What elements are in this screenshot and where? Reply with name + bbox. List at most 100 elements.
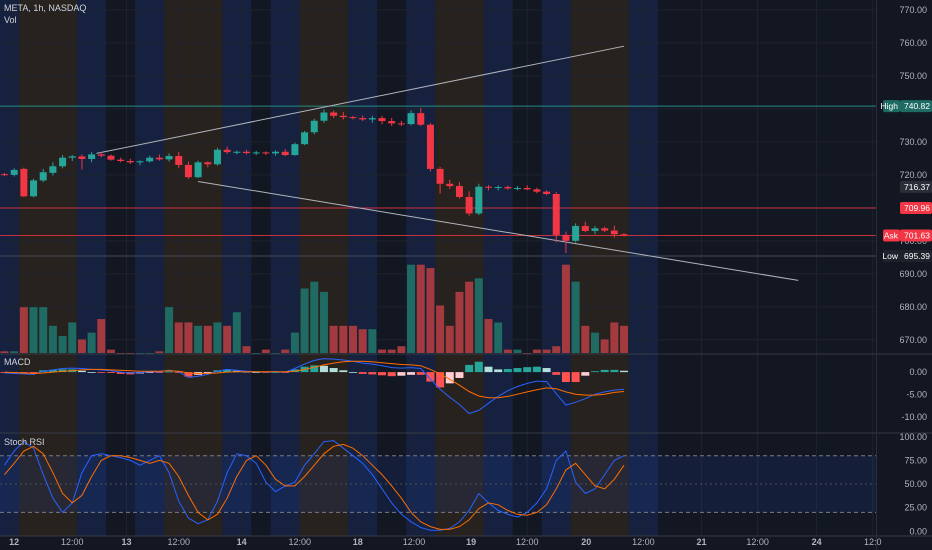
candle-body[interactable]: [426, 124, 434, 169]
macd-histogram-bar: [48, 369, 57, 373]
candle-body[interactable]: [330, 112, 338, 116]
candle-body[interactable]: [436, 168, 444, 184]
candle-body[interactable]: [485, 186, 492, 188]
candle-body[interactable]: [146, 157, 154, 162]
candle-body[interactable]: [504, 187, 512, 189]
macd-line[interactable]: [4, 358, 625, 415]
price-tick-label: 750.00: [899, 71, 927, 81]
candle-body[interactable]: [155, 157, 163, 160]
macd-histogram-bar: [310, 365, 319, 373]
candle-body[interactable]: [165, 156, 173, 160]
candle-body[interactable]: [88, 154, 96, 160]
price-tag-value: 701.63: [904, 230, 930, 240]
candle-body[interactable]: [581, 225, 589, 231]
candle-body[interactable]: [572, 225, 580, 241]
price-tick-label: 680.00: [899, 302, 927, 312]
candle-body[interactable]: [262, 152, 270, 154]
candle-body[interactable]: [30, 180, 38, 197]
candle-body[interactable]: [1, 174, 8, 176]
candle-body[interactable]: [465, 196, 473, 214]
candle-body[interactable]: [136, 161, 144, 163]
candle-body[interactable]: [417, 113, 425, 125]
candle-body[interactable]: [49, 166, 57, 173]
candle-body[interactable]: [310, 120, 318, 133]
candle-body[interactable]: [339, 115, 347, 118]
candle-body[interactable]: [272, 151, 280, 154]
candle-body[interactable]: [223, 149, 231, 153]
candle-body[interactable]: [368, 118, 376, 120]
candle-body[interactable]: [533, 189, 541, 192]
candle-body[interactable]: [59, 157, 67, 167]
candlesticks[interactable]: [1, 107, 628, 254]
candle-body[interactable]: [543, 191, 551, 194]
stoch-d-line[interactable]: [4, 443, 625, 530]
price-tag-bid: [900, 201, 932, 214]
stoch-rsi-pane[interactable]: [0, 440, 876, 531]
macd-histogram-bar: [97, 372, 106, 373]
volume-bar: [348, 325, 357, 353]
candle-body[interactable]: [388, 121, 396, 124]
candle-body[interactable]: [184, 164, 192, 178]
stoch-k-line[interactable]: [4, 440, 625, 531]
candle-body[interactable]: [320, 112, 328, 121]
stoch-rsi-label: Stoch RSI: [4, 437, 45, 447]
trendlines[interactable]: [96, 45, 799, 281]
volume-bar: [39, 307, 48, 353]
candle-body[interactable]: [194, 162, 202, 178]
candle-body[interactable]: [455, 186, 463, 197]
candle-body[interactable]: [620, 234, 628, 236]
candle-body[interactable]: [39, 172, 47, 181]
time-tick-label: 12:00: [288, 537, 311, 547]
time-axis[interactable]: 12 12:00 13 12:00 14 12:00 18 12:00 19 12:00 20 12:…: [9, 537, 881, 547]
candle-body[interactable]: [243, 151, 250, 154]
candle-body[interactable]: [475, 186, 483, 214]
candle-body[interactable]: [407, 113, 415, 125]
candle-body[interactable]: [359, 118, 367, 120]
candle-body[interactable]: [204, 162, 212, 165]
candle-body[interactable]: [97, 154, 105, 156]
candle-body[interactable]: [126, 160, 134, 163]
candle-body[interactable]: [514, 188, 522, 190]
macd-pane[interactable]: [0, 358, 629, 415]
candle-body[interactable]: [20, 168, 28, 197]
price-tag-label: High: [881, 101, 899, 111]
candle-body[interactable]: [107, 155, 115, 160]
volume-bar: [48, 325, 57, 353]
candle-body[interactable]: [68, 156, 76, 158]
candle-body[interactable]: [349, 117, 357, 119]
candle-body[interactable]: [117, 159, 125, 161]
trendline-2[interactable]: [198, 180, 799, 281]
candle-body[interactable]: [494, 187, 502, 189]
candle-body[interactable]: [446, 183, 454, 187]
volume-bar: [329, 325, 338, 353]
candle-body[interactable]: [213, 149, 221, 165]
candle-body[interactable]: [252, 152, 260, 154]
candle-body[interactable]: [610, 230, 618, 235]
candle-body[interactable]: [233, 151, 241, 153]
candle-body[interactable]: [291, 144, 299, 156]
price-tags: 740.82 High 716.37 709.96 701.63 Ask 695.39 Low: [881, 100, 932, 263]
volume-bar: [319, 291, 328, 353]
candle-body[interactable]: [378, 118, 386, 122]
candle-body[interactable]: [301, 132, 309, 145]
candle-body[interactable]: [10, 169, 18, 175]
candle-body[interactable]: [591, 228, 599, 231]
macd-signal-line[interactable]: [4, 360, 625, 399]
candle-body[interactable]: [523, 188, 531, 190]
candle-body[interactable]: [281, 151, 289, 156]
stoch-tick-label: 0.00: [909, 526, 927, 536]
price-tick-label: 730.00: [899, 137, 927, 147]
candle-body[interactable]: [552, 193, 560, 235]
candle-body[interactable]: [397, 123, 405, 125]
candle-body[interactable]: [562, 234, 570, 241]
volume-bar: [542, 349, 551, 353]
candle-body[interactable]: [601, 228, 609, 231]
candle-body[interactable]: [175, 156, 183, 165]
volume-bar: [620, 325, 629, 353]
trendline-1[interactable]: [96, 45, 625, 154]
volume-bar: [339, 325, 348, 353]
candle-body[interactable]: [78, 156, 86, 160]
